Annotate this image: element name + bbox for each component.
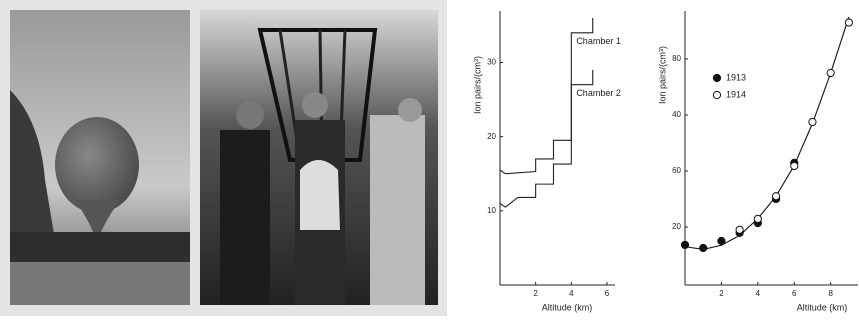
x-tick-label: 6 — [792, 289, 797, 298]
y-tick-label: 20 — [487, 132, 496, 141]
point — [827, 69, 834, 76]
point — [809, 118, 816, 125]
y-tick-label: 80 — [672, 54, 681, 63]
legend-marker — [713, 74, 720, 81]
legend-label: 1914 — [726, 89, 746, 99]
y-axis-label: Ion pairs/(cm³) — [472, 56, 482, 114]
x-tick-label: 4 — [756, 289, 761, 298]
y-tick-label: 60 — [672, 166, 681, 175]
legend-marker — [713, 91, 720, 98]
fit-curve — [685, 17, 849, 249]
point — [736, 226, 743, 233]
point — [772, 193, 779, 200]
crowd-photo — [200, 10, 438, 305]
figure: 102030246Altitude (km)Ion pairs/(cm³)Cha… — [0, 0, 859, 316]
point — [681, 241, 688, 248]
y-tick-label: 40 — [672, 110, 681, 119]
x-tick-label: 2 — [533, 289, 538, 298]
x-tick-label: 4 — [569, 289, 574, 298]
y-tick-label: 10 — [487, 206, 496, 215]
y-axis-label: Ion pairs/(cm³) — [657, 46, 667, 104]
y-tick-label: 20 — [672, 222, 681, 231]
x-axis-label: Altitude (km) — [542, 302, 593, 312]
point — [718, 237, 725, 244]
x-axis-label: Altitude (km) — [797, 302, 848, 312]
legend-label: 1913 — [726, 72, 746, 82]
point — [791, 162, 798, 169]
point — [845, 19, 852, 26]
series-label: Chamber 2 — [576, 88, 621, 98]
point — [754, 215, 761, 222]
x-tick-label: 2 — [719, 289, 724, 298]
point — [700, 244, 707, 251]
x-tick-label: 8 — [828, 289, 833, 298]
x-tick-label: 6 — [605, 289, 610, 298]
balloon-photo — [10, 10, 190, 305]
y-tick-label: 30 — [487, 58, 496, 67]
series-label: Chamber 1 — [576, 36, 621, 46]
